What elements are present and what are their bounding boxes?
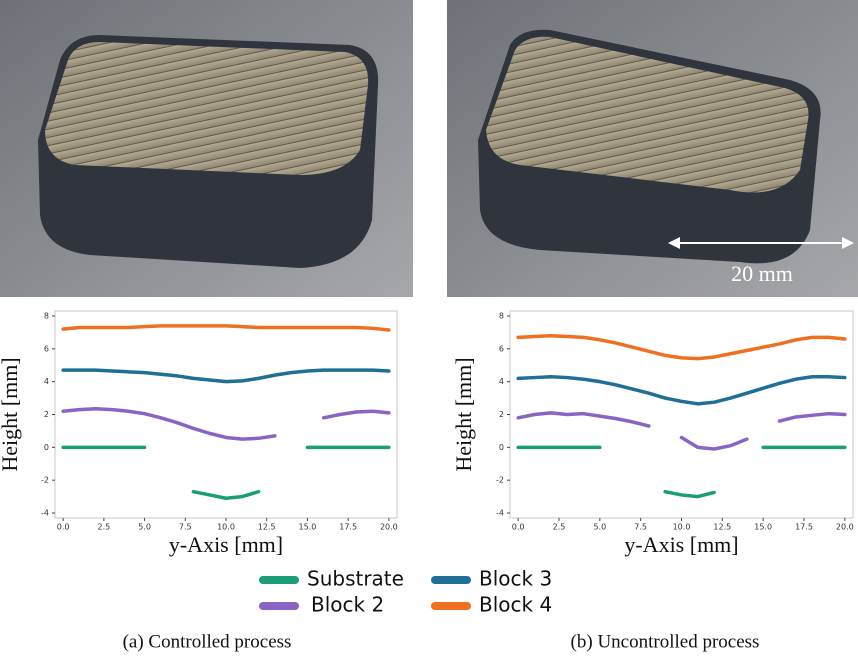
series-line [516, 374, 847, 406]
x-tick-label: 10.0 [673, 523, 691, 532]
y-tick-label: 6 [499, 344, 504, 353]
x-axis-label: y-Axis [mm] [169, 532, 283, 557]
legend-label: Block 2 [311, 593, 384, 617]
caption: (a) Controlled process [123, 631, 292, 652]
x-tick-label: 17.5 [795, 523, 813, 532]
y-tick-label: 8 [44, 312, 49, 321]
x-tick-label: 0.0 [57, 523, 70, 532]
photo-uncontrolled: 20 mm [447, 0, 858, 297]
y-tick-label: -2 [41, 476, 49, 485]
x-tick-label: 2.5 [97, 523, 110, 532]
series-line [61, 407, 391, 441]
y-tick-label: 4 [44, 377, 49, 386]
series-line [61, 324, 391, 332]
series-line [516, 333, 847, 361]
x-tick-label: 2.5 [553, 523, 566, 532]
x-tick-label: 5.0 [138, 523, 151, 532]
y-tick-label: -4 [496, 509, 504, 518]
legend-label: Block 4 [479, 593, 552, 617]
legend-label: Block 3 [479, 567, 552, 591]
x-tick-label: 7.5 [634, 523, 647, 532]
x-tick-label: 12.5 [258, 523, 276, 532]
x-tick-label: 12.5 [713, 523, 731, 532]
y-tick-label: 6 [44, 344, 49, 353]
x-tick-label: 15.0 [754, 523, 772, 532]
x-axis-label: y-Axis [mm] [624, 532, 738, 557]
x-tick-label: 15.0 [299, 523, 317, 532]
y-tick-label: 8 [499, 312, 504, 321]
series-line [516, 445, 847, 499]
x-tick-label: 17.5 [339, 523, 357, 532]
photo-controlled [0, 0, 413, 297]
x-tick-label: 7.5 [179, 523, 192, 532]
y-tick-label: 0 [44, 443, 49, 452]
caption: (b) Uncontrolled process [571, 631, 760, 652]
y-axis-label: Height [mm] [451, 357, 476, 471]
series-line [61, 445, 391, 500]
series-line [516, 411, 847, 451]
y-tick-label: -2 [496, 476, 504, 485]
y-tick-label: -4 [41, 509, 49, 518]
y-tick-label: 2 [499, 410, 504, 419]
y-axis-label: Height [mm] [0, 357, 22, 471]
x-tick-label: 0.0 [512, 523, 525, 532]
x-tick-label: 20.0 [836, 523, 854, 532]
scale-annotation: 20 mm [731, 261, 793, 286]
legend-label: Substrate [307, 567, 404, 591]
x-tick-label: 5.0 [593, 523, 606, 532]
y-tick-label: 2 [44, 410, 49, 419]
y-tick-label: 4 [499, 377, 504, 386]
series-line [61, 368, 391, 384]
y-tick-label: 0 [499, 443, 504, 452]
x-tick-label: 10.0 [217, 523, 235, 532]
x-tick-label: 20.0 [380, 523, 398, 532]
